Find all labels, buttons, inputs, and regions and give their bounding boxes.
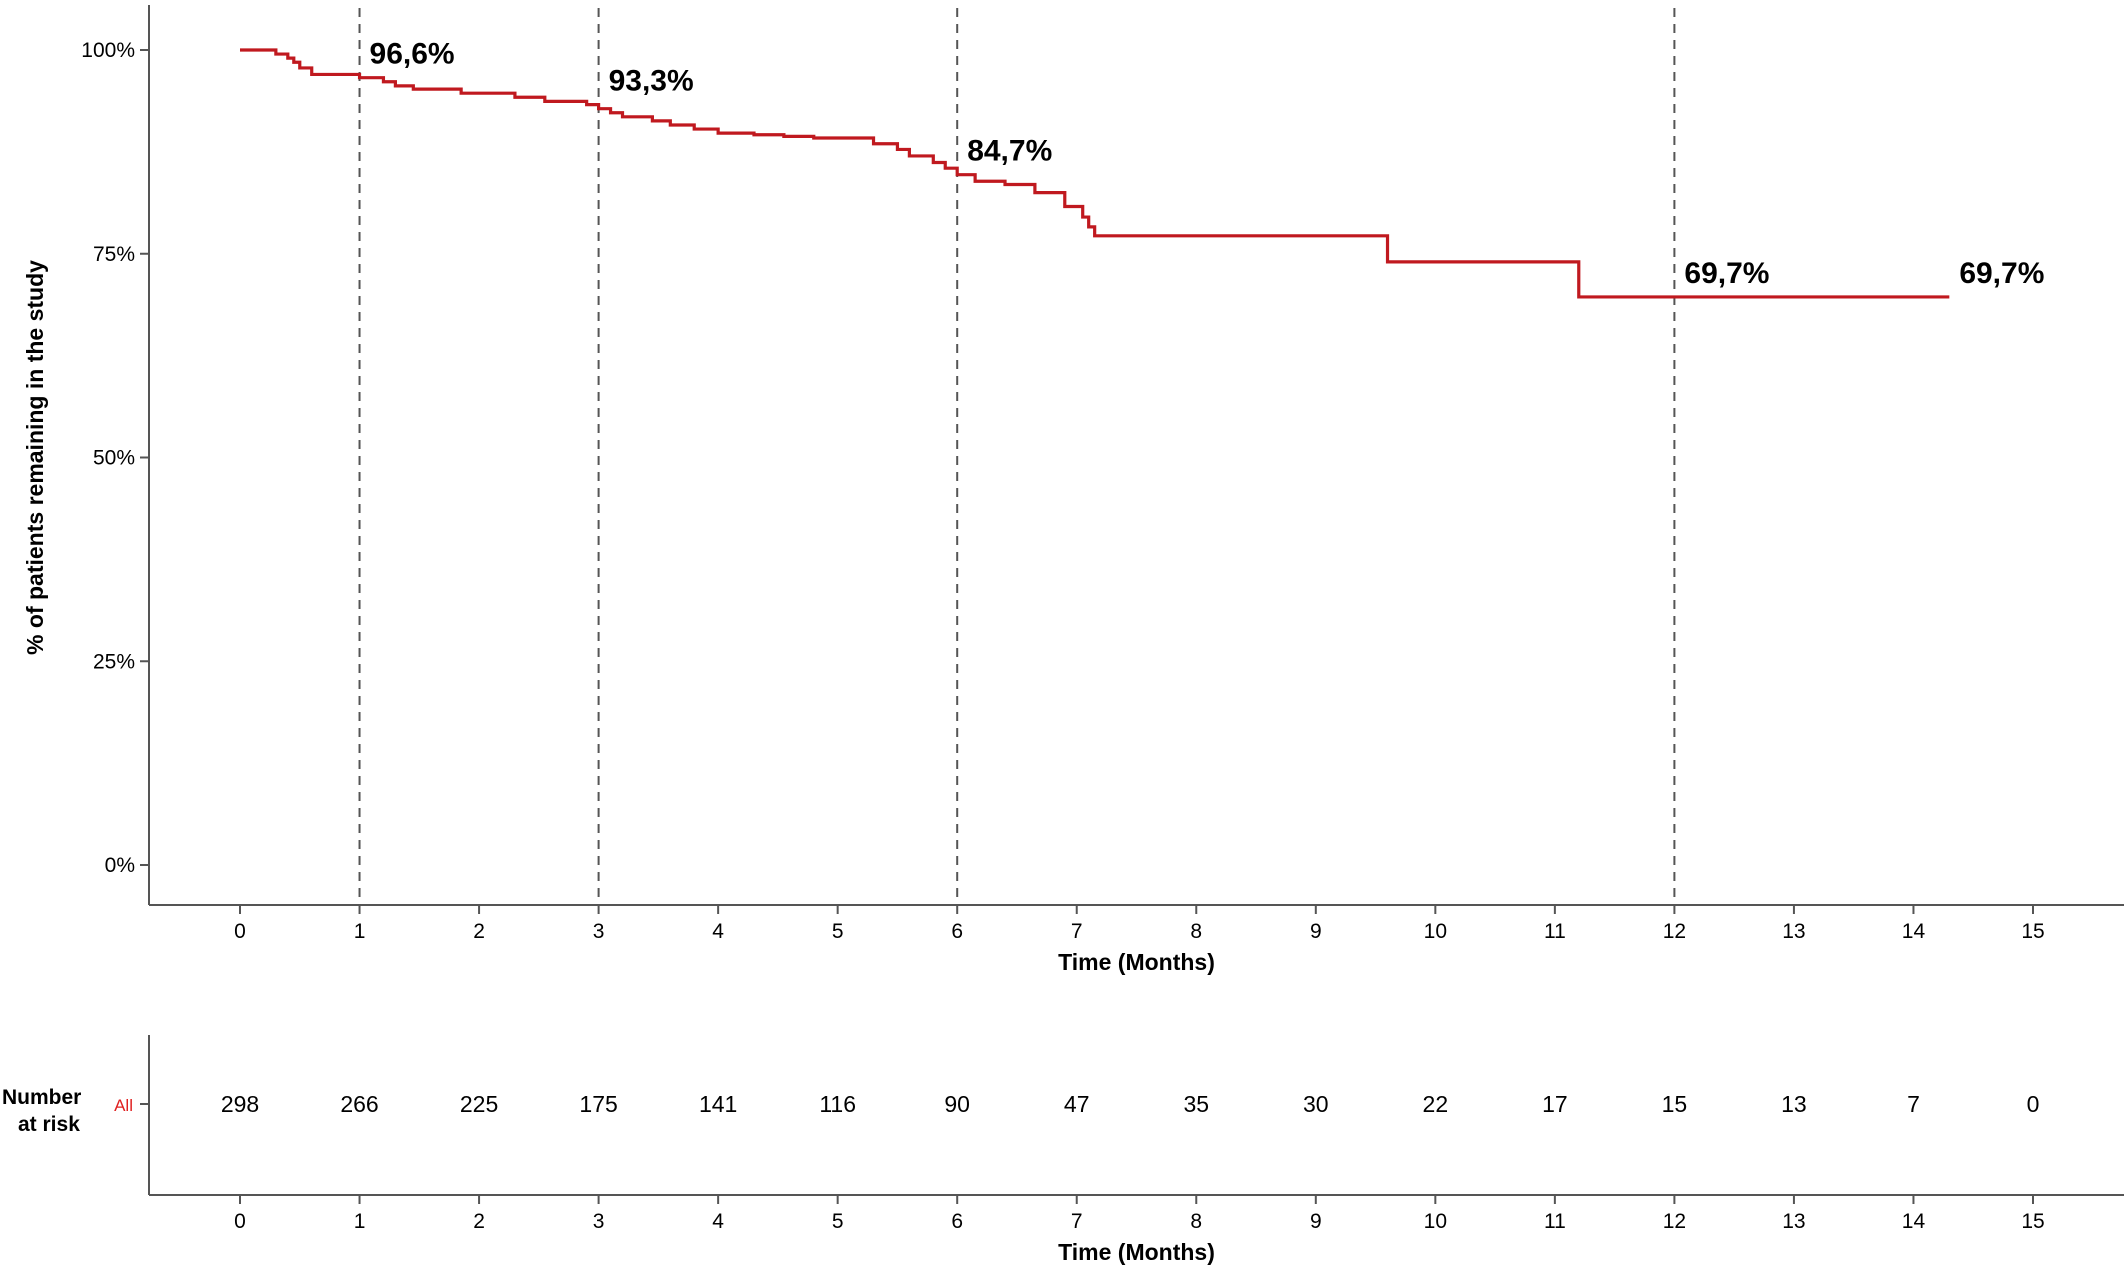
risk-count: 225 [460,1091,498,1117]
risk-x-tick-label: 7 [1071,1210,1083,1233]
risk-x-tick-label: 5 [832,1210,844,1233]
x-tick-label: 6 [951,920,963,943]
risk-table-header-line2: at risk [18,1113,80,1136]
survival-curve [240,48,1950,299]
x-tick-label: 8 [1190,920,1202,943]
risk-count: 141 [699,1091,737,1117]
risk-x-tick-label: 12 [1663,1210,1686,1233]
x-tick-label: 12 [1663,920,1686,943]
x-tick-label: 14 [1902,920,1926,943]
x-tick-label: 4 [712,920,724,943]
risk-count: 47 [1064,1091,1090,1117]
risk-x-tick-label: 1 [354,1210,366,1233]
y-tick-label: 75% [93,243,135,266]
risk-count: 30 [1303,1091,1329,1117]
risk-x-tick-label: 8 [1190,1210,1202,1233]
x-tick-label: 0 [234,920,246,943]
risk-count: 35 [1183,1091,1209,1117]
risk-x-tick-label: 15 [2021,1210,2044,1233]
risk-count: 15 [1662,1091,1688,1117]
x-tick-label: 3 [593,920,605,943]
risk-table-header-line1: Number [2,1086,81,1109]
risk-group-label: All [114,1096,133,1115]
annotation-label: 84,7% [967,135,1052,168]
risk-x-tick-label: 4 [712,1210,724,1233]
y-tick-label: 0% [105,854,135,877]
risk-x-tick-label: 6 [951,1210,963,1233]
x-tick-label: 10 [1424,920,1447,943]
risk-count: 175 [579,1091,617,1117]
x-tick-label: 13 [1782,920,1805,943]
risk-count: 298 [221,1091,259,1117]
y-axis-title: % of patients remaining in the study [22,260,48,655]
risk-count: 116 [819,1091,856,1117]
y-tick-label: 100% [81,39,135,62]
risk-x-tick-label: 10 [1424,1210,1447,1233]
risk-x-tick-label: 3 [593,1210,605,1233]
annotation-label: 96,6% [370,38,455,71]
risk-count: 0 [2027,1091,2040,1117]
x-tick-label: 9 [1310,920,1322,943]
x-tick-label: 1 [354,920,366,943]
main-plot: 0%25%50%75%100%0 1 2 3 4 5 6 7 8 9 10 11 12 13 14 15Tim… [22,5,2124,975]
risk-x-tick-label: 2 [473,1210,485,1233]
x-tick-label: 11 [1544,920,1566,943]
annotation-label: 69,7% [1684,257,1769,290]
annotation-label: 93,3% [609,65,694,98]
x-tick-label: 15 [2021,920,2044,943]
x-tick-label: 5 [832,920,844,943]
risk-x-tick-label: 14 [1902,1210,1926,1233]
risk-x-tick-label: 11 [1544,1210,1566,1233]
risk-x-axis-title: Time (Months) [1058,1239,1215,1265]
risk-count: 90 [944,1091,970,1117]
y-tick-label: 25% [93,650,135,673]
risk-count: 17 [1542,1091,1568,1117]
risk-count: 7 [1907,1091,1920,1117]
x-tick-label: 2 [473,920,485,943]
risk-x-tick-label: 0 [234,1210,246,1233]
y-tick-label: 50% [93,447,135,470]
x-tick-label: 7 [1071,920,1083,943]
x-axis-title: Time (Months) [1058,949,1215,975]
risk-x-tick-label: 13 [1782,1210,1805,1233]
risk-x-tick-label: 9 [1310,1210,1322,1233]
annotation-label: 69,7% [1959,257,2044,290]
risk-count: 266 [340,1091,378,1117]
risk-count: 22 [1423,1091,1449,1117]
risk-count: 13 [1781,1091,1807,1117]
